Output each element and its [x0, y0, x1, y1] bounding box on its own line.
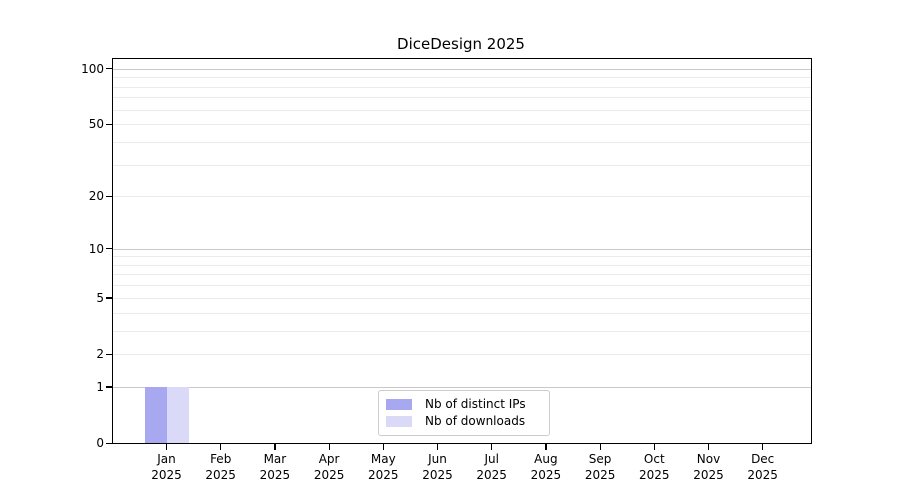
x-tick-mark [653, 444, 655, 450]
x-tick-label: Nov 2025 [693, 452, 724, 482]
legend-label-distinct-ips: Nb of distinct IPs [425, 397, 526, 411]
y-tick-mark [106, 353, 113, 355]
y-tick-label: 10 [88, 241, 104, 256]
x-tick-label: Jul 2025 [476, 452, 507, 482]
y-gridline-minor [112, 97, 811, 99]
y-tick-mark [106, 386, 113, 388]
y-gridline-minor [112, 330, 811, 332]
x-tick-mark [220, 444, 222, 450]
legend-item-distinct-ips: Nb of distinct IPs [379, 396, 549, 413]
y-gridline-major [112, 68, 811, 70]
x-tick-label: Sep 2025 [584, 452, 616, 482]
legend-swatch-distinct-ips-icon [386, 399, 412, 410]
y-gridline-minor [112, 196, 811, 198]
y-gridline-major [112, 248, 811, 250]
y-gridline-minor [112, 141, 811, 143]
y-gridline-minor [112, 77, 811, 79]
chart-title: DiceDesign 2025 [397, 35, 525, 53]
x-tick-mark [436, 444, 439, 450]
y-gridline-minor [112, 297, 811, 299]
bar-downloads [166, 387, 189, 443]
x-tick-mark [382, 444, 384, 450]
y-tick-mark [106, 442, 113, 444]
x-tick-mark [274, 444, 276, 450]
y-tick-label: 0 [96, 436, 104, 451]
x-tick-mark [545, 444, 547, 450]
x-tick-mark [165, 444, 168, 450]
x-tick-label: Jan 2025 [151, 452, 182, 482]
y-gridline-minor [112, 124, 811, 126]
y-tick-mark [106, 248, 113, 250]
y-tick-mark [106, 195, 113, 197]
x-tick-label: Aug 2025 [530, 452, 562, 482]
bar-distinct-ips [144, 387, 167, 443]
y-gridline-minor [112, 256, 811, 258]
y-gridline-minor [112, 109, 811, 111]
y-gridline-minor [112, 86, 811, 88]
y-gridline-minor [112, 354, 811, 356]
y-gridline-minor [112, 264, 811, 266]
legend: Nb of distinct IPs Nb of downloads [378, 390, 550, 436]
x-tick-mark [328, 444, 330, 450]
x-tick-label: May 2025 [368, 452, 399, 482]
y-tick-mark [106, 123, 113, 125]
y-tick-label: 50 [88, 117, 104, 132]
y-tick-label: 20 [88, 189, 104, 204]
y-gridline-minor [112, 274, 811, 276]
y-gridline-minor [112, 285, 811, 287]
x-tick-mark [491, 444, 493, 450]
y-tick-mark [106, 297, 113, 299]
y-tick-label: 1 [96, 380, 104, 395]
x-tick-mark [599, 444, 601, 450]
y-tick-label: 5 [96, 290, 104, 305]
x-tick-label: Jun 2025 [422, 452, 453, 482]
legend-item-downloads: Nb of downloads [379, 413, 549, 430]
y-tick-mark [106, 68, 113, 70]
y-gridline-minor [112, 164, 811, 166]
x-tick-mark [707, 444, 710, 450]
x-tick-mark [762, 444, 764, 450]
legend-swatch-downloads-icon [386, 416, 412, 427]
x-tick-label: Oct 2025 [639, 452, 670, 482]
y-gridline-major [112, 387, 811, 389]
x-tick-label: Apr 2025 [313, 452, 345, 482]
y-gridline-minor [112, 312, 811, 314]
y-tick-label: 2 [96, 347, 104, 362]
x-tick-label: Dec 2025 [747, 452, 778, 482]
y-tick-label: 100 [81, 61, 104, 76]
x-tick-label: Mar 2025 [259, 452, 291, 482]
x-tick-label: Feb 2025 [205, 452, 236, 482]
legend-label-downloads: Nb of downloads [425, 414, 526, 428]
